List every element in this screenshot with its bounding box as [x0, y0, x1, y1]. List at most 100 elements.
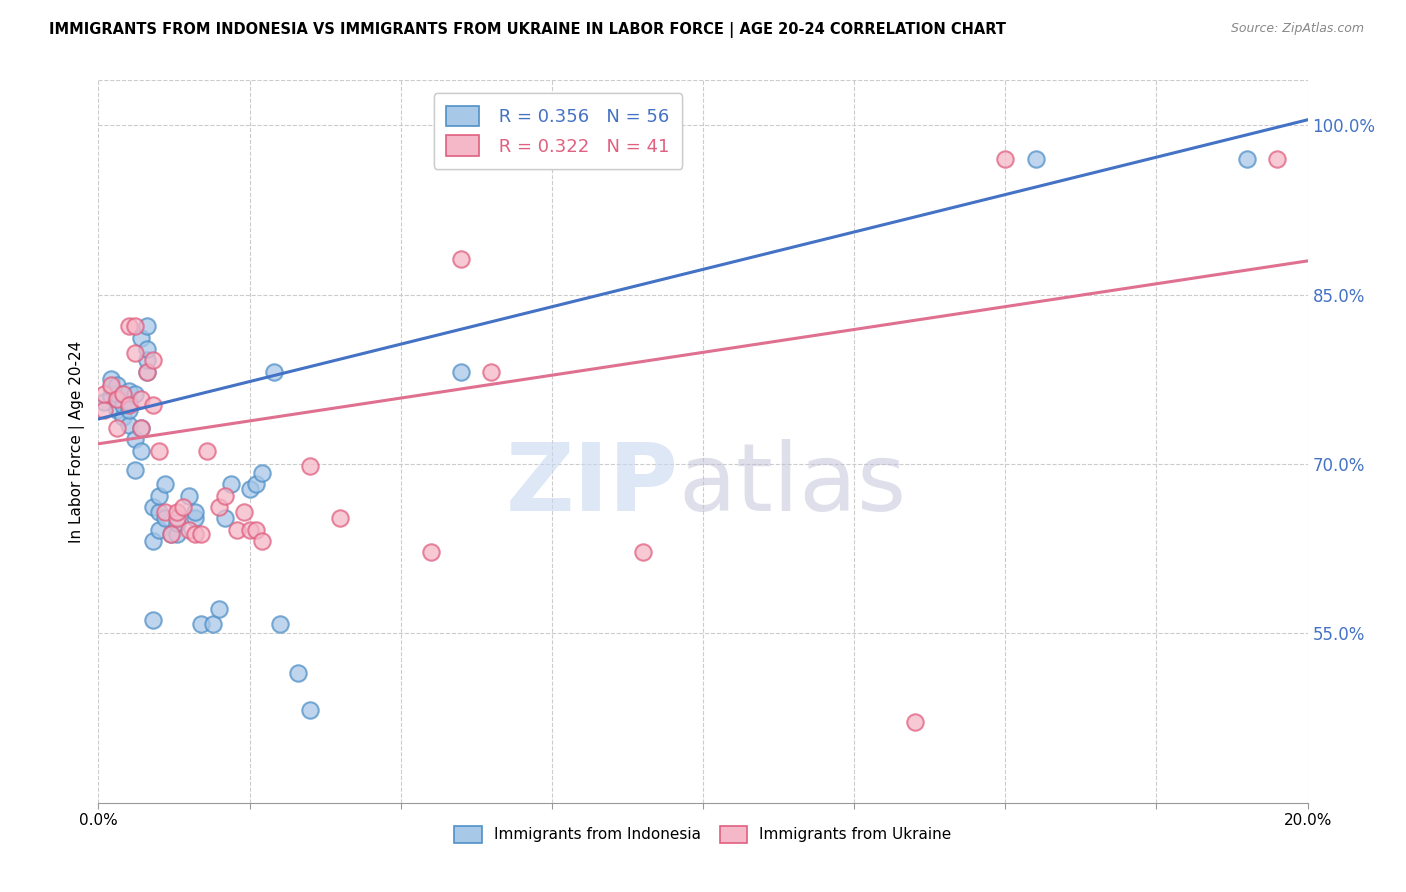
Point — [195, 443, 218, 458]
Point — [153, 504, 176, 518]
Point — [153, 511, 176, 525]
Point — [129, 392, 152, 406]
Point — [214, 511, 236, 525]
Point — [124, 387, 146, 401]
Point — [287, 665, 309, 680]
Point — [100, 389, 122, 403]
Point — [105, 392, 128, 406]
Point — [269, 617, 291, 632]
Point — [631, 545, 654, 559]
Point — [105, 403, 128, 417]
Text: IMMIGRANTS FROM INDONESIA VS IMMIGRANTS FROM UKRAINE IN LABOR FORCE | AGE 20-24 : IMMIGRANTS FROM INDONESIA VS IMMIGRANTS … — [49, 22, 1007, 38]
Point — [100, 380, 122, 394]
Point — [226, 523, 249, 537]
Point — [118, 395, 141, 409]
Point — [135, 365, 157, 379]
Point — [124, 346, 146, 360]
Point — [1236, 153, 1258, 167]
Point — [160, 527, 183, 541]
Point — [118, 403, 141, 417]
Point — [142, 353, 165, 368]
Point — [142, 500, 165, 514]
Point — [142, 398, 165, 412]
Point — [250, 466, 273, 480]
Point — [250, 533, 273, 548]
Point — [142, 613, 165, 627]
Point — [245, 477, 267, 491]
Point — [124, 432, 146, 446]
Point — [118, 417, 141, 432]
Point — [184, 527, 207, 541]
Point — [93, 403, 115, 417]
Point — [135, 365, 157, 379]
Point — [299, 703, 322, 717]
Point — [148, 523, 170, 537]
Point — [299, 459, 322, 474]
Point — [160, 527, 183, 541]
Legend: Immigrants from Indonesia, Immigrants from Ukraine: Immigrants from Indonesia, Immigrants fr… — [449, 820, 957, 849]
Point — [129, 421, 152, 435]
Point — [166, 527, 188, 541]
Point — [93, 387, 115, 401]
Point — [184, 511, 207, 525]
Point — [105, 387, 128, 401]
Y-axis label: In Labor Force | Age 20-24: In Labor Force | Age 20-24 — [69, 341, 84, 542]
Point — [214, 489, 236, 503]
Point — [172, 500, 194, 514]
Point — [166, 504, 188, 518]
Point — [148, 443, 170, 458]
Point — [481, 365, 503, 379]
Point — [208, 500, 231, 514]
Point — [124, 319, 146, 334]
Point — [232, 504, 254, 518]
Point — [105, 421, 128, 435]
Point — [100, 378, 122, 392]
Point — [166, 511, 188, 525]
Point — [111, 387, 134, 401]
Point — [148, 504, 170, 518]
Point — [100, 372, 122, 386]
Point — [190, 617, 212, 632]
Point — [129, 421, 152, 435]
Point — [148, 489, 170, 503]
Point — [202, 617, 225, 632]
Point — [450, 365, 472, 379]
Point — [105, 392, 128, 406]
Point — [329, 511, 352, 525]
Point — [904, 714, 927, 729]
Point — [179, 489, 201, 503]
Point — [481, 153, 503, 167]
Point — [450, 252, 472, 266]
Point — [184, 504, 207, 518]
Point — [142, 533, 165, 548]
Point — [221, 477, 243, 491]
Point — [124, 463, 146, 477]
Point — [1024, 153, 1046, 167]
Point — [994, 153, 1017, 167]
Point — [135, 353, 157, 368]
Point — [129, 331, 152, 345]
Point — [540, 153, 562, 167]
Point — [111, 387, 134, 401]
Text: Source: ZipAtlas.com: Source: ZipAtlas.com — [1230, 22, 1364, 36]
Point — [105, 378, 128, 392]
Point — [118, 384, 141, 398]
Text: atlas: atlas — [679, 439, 907, 531]
Point — [129, 443, 152, 458]
Point — [239, 482, 262, 496]
Point — [1267, 153, 1289, 167]
Point — [118, 398, 141, 412]
Point — [93, 395, 115, 409]
Point — [190, 527, 212, 541]
Point — [263, 365, 285, 379]
Point — [420, 545, 443, 559]
Point — [135, 342, 157, 356]
Point — [245, 523, 267, 537]
Point — [239, 523, 262, 537]
Point — [179, 523, 201, 537]
Point — [135, 319, 157, 334]
Point — [118, 319, 141, 334]
Text: ZIP: ZIP — [506, 439, 679, 531]
Point — [153, 477, 176, 491]
Point — [111, 409, 134, 424]
